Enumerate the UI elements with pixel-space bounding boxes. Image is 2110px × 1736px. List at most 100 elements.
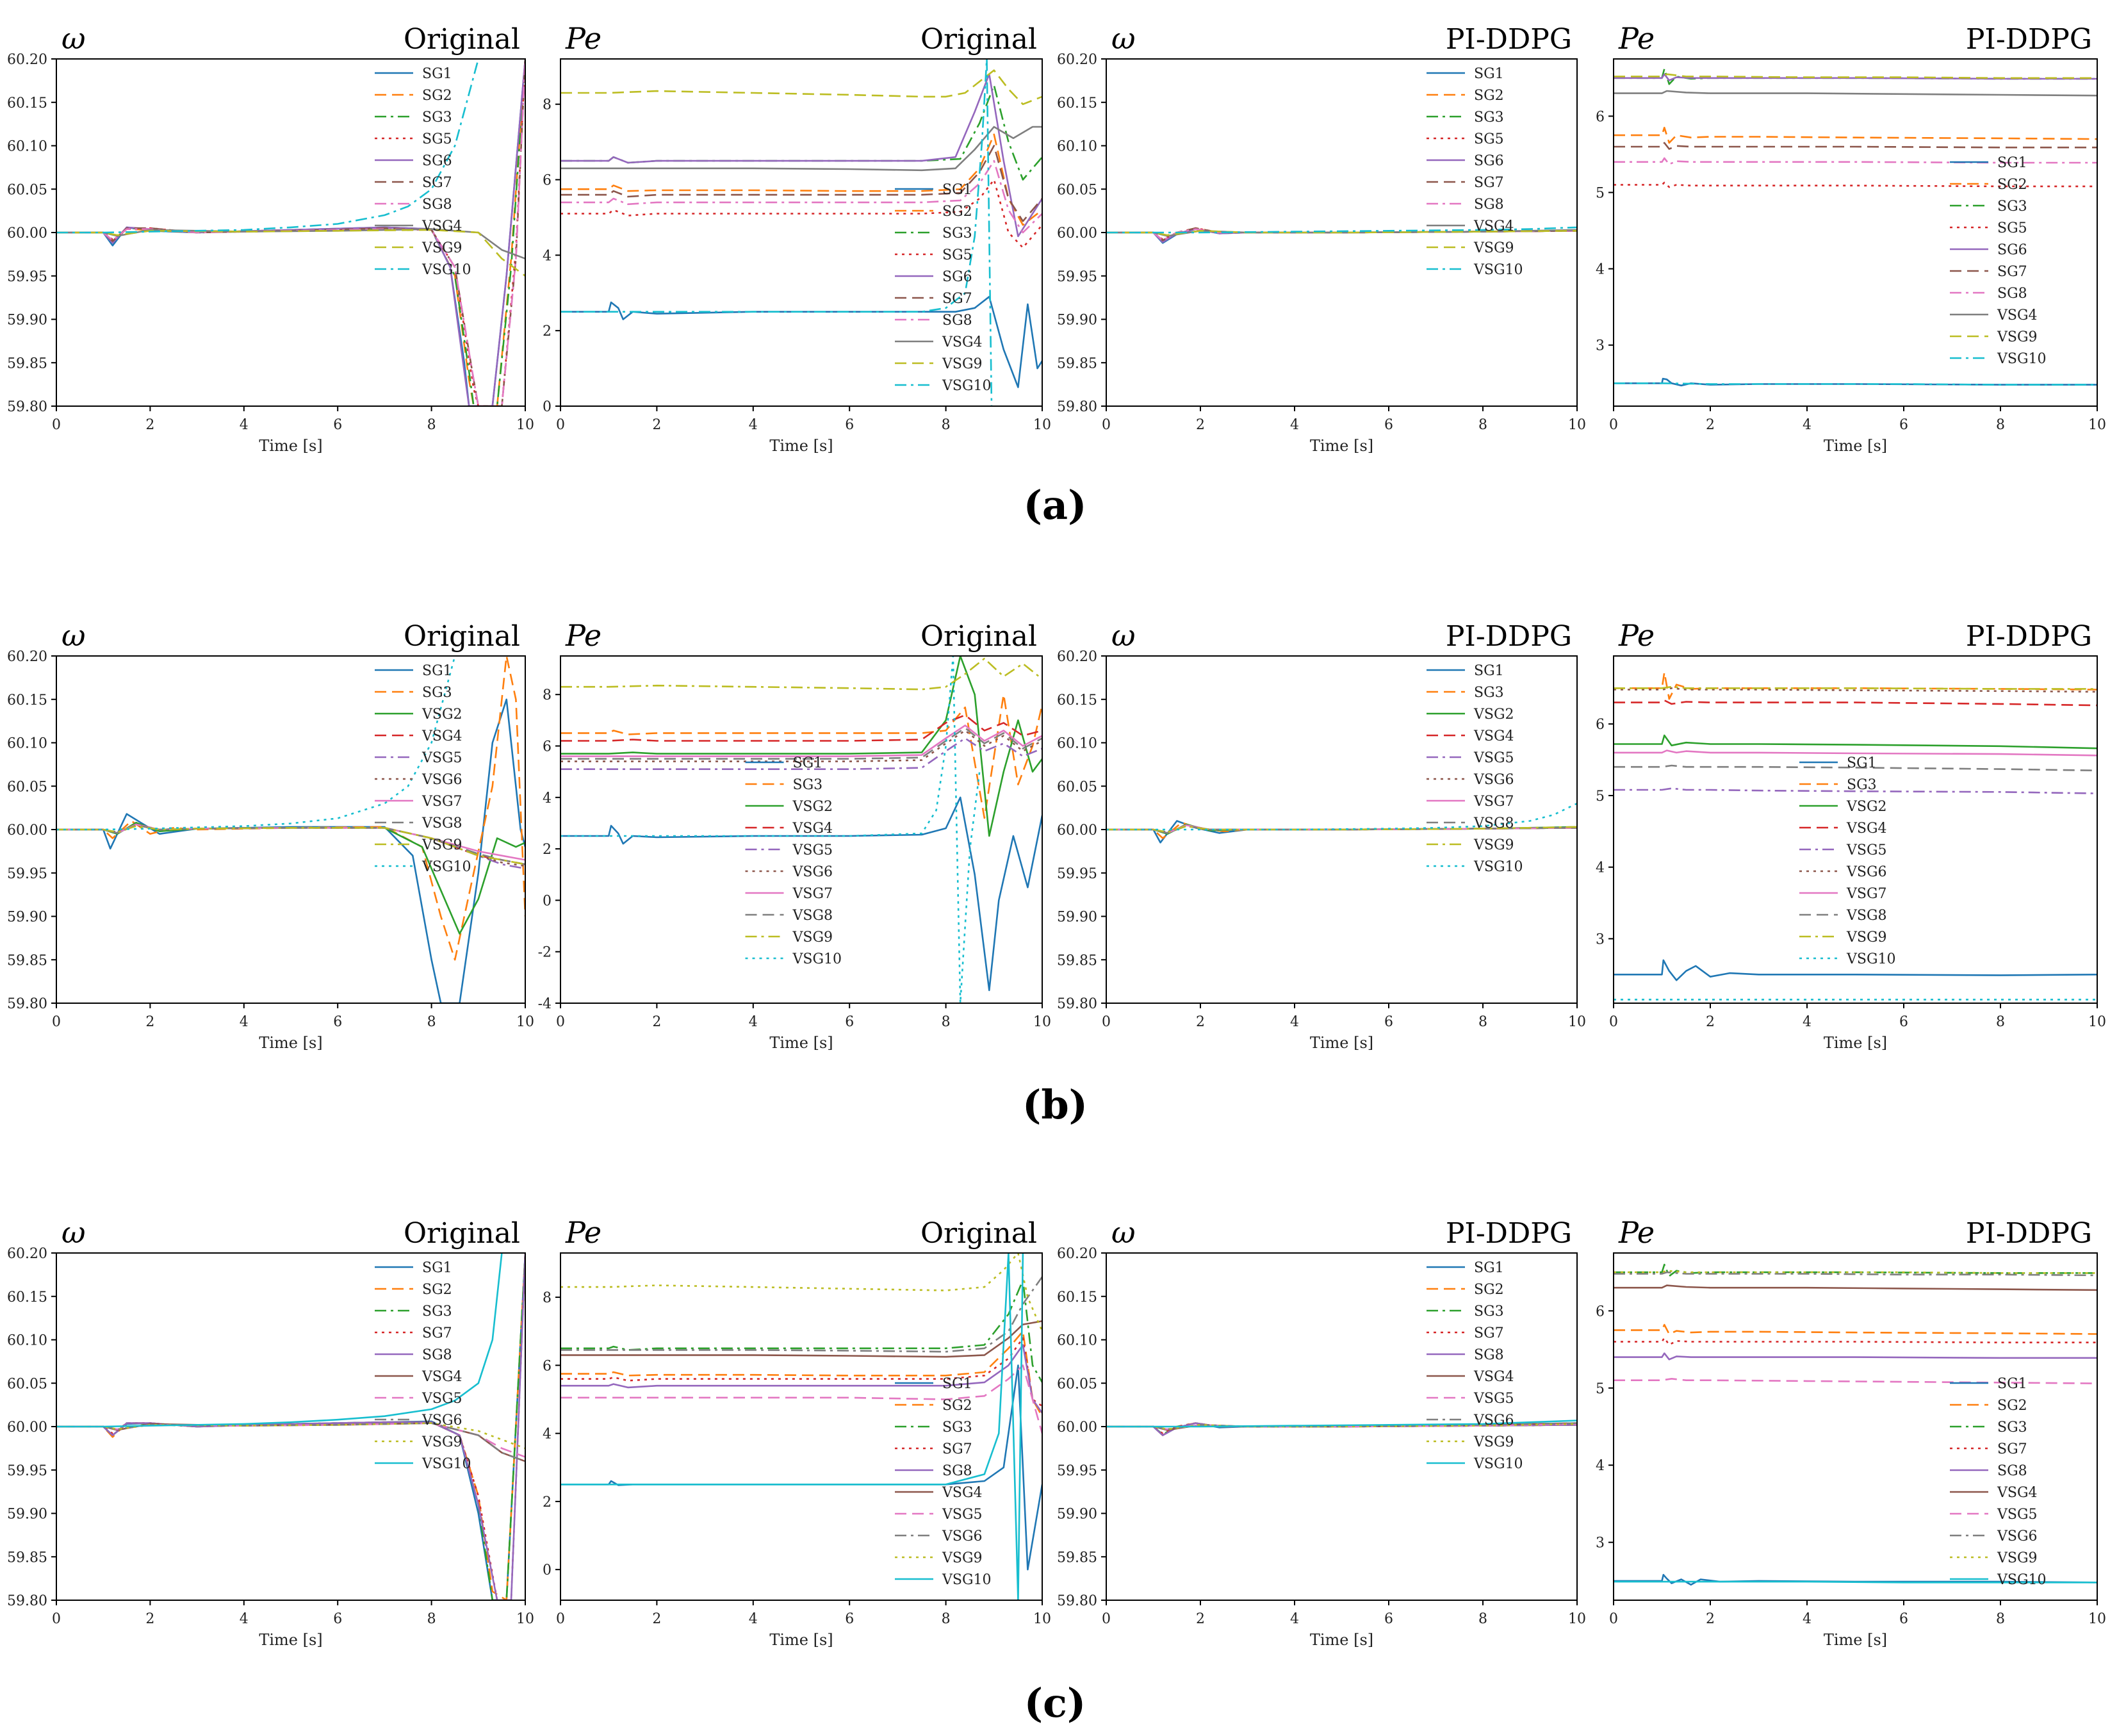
series-line-SG3	[56, 656, 525, 961]
legend: SG1 SG3 VSG2 VSG4 VSG5 VSG6 VSG7 VSG8 VSG9 VSG10	[1427, 663, 1523, 875]
series-lines	[1614, 68, 2097, 387]
legend-label-VSG9: VSG9	[1846, 929, 1887, 946]
series-line-SG7	[56, 59, 525, 406]
x-axis-label: Time [s]	[1824, 437, 1887, 455]
y-tick-label: 60.00	[1057, 823, 1097, 839]
y-tick-label: 59.85	[7, 356, 47, 372]
series-line-VSG9	[1614, 685, 2097, 690]
y-tick-label: 60.05	[1057, 779, 1097, 795]
axes-frame	[560, 655, 1043, 1004]
chart-panel-c-pe-piddpg: 0 2 4 6 8 10 Time [s] 3 4 5 6 Pe PI-DDPG SG1 SG2 SG3 SG7…	[1596, 1215, 2106, 1649]
x-tick-label: 8	[427, 1611, 436, 1627]
series-lines	[1106, 803, 1577, 844]
series-lines	[1106, 226, 1577, 244]
x-tick-label: 2	[1196, 417, 1205, 433]
legend-label-VSG9: VSG9	[1997, 329, 2038, 345]
series-line-VSG10	[56, 59, 480, 234]
series-line-VSG9	[1106, 825, 1577, 833]
series-line-SG6	[56, 59, 525, 406]
x-axis-label: Time [s]	[769, 437, 833, 455]
x-tick-label: 6	[1384, 1611, 1393, 1627]
legend-label-VSG10: VSG10	[1473, 859, 1523, 875]
x-tick-label: 0	[1102, 1611, 1111, 1627]
x-axis-label: Time [s]	[259, 1034, 322, 1052]
x-axis-label: Time [s]	[1824, 1631, 1887, 1649]
y-tick-label: 60.10	[7, 139, 47, 155]
y-tick-label: 60.10	[7, 1333, 47, 1349]
x-tick-label: 10	[1033, 1611, 1051, 1627]
legend-label-SG3: SG3	[942, 225, 972, 242]
chart-panel-c-omega-original: 0 2 4 6 8 10 Time [s] 59.80 59.85 59.90 59.95 60.00…	[7, 1215, 534, 1649]
legend-label-VSG10: VSG10	[1473, 262, 1523, 278]
x-tick-label: 6	[1899, 1611, 1908, 1627]
legend: SG1 SG3 VSG2 VSG4 VSG5 VSG6 VSG7 VSG8 VSG9 VSG10	[745, 755, 842, 967]
x-tick-label: 8	[1996, 1014, 2005, 1030]
x-tick-label: 6	[845, 1014, 854, 1030]
x-tick-label: 10	[1568, 417, 1586, 433]
legend-label-VSG8: VSG8	[1473, 815, 1514, 831]
series-line-VSG4	[1614, 700, 2097, 707]
y-tick-label: 4	[1596, 262, 1605, 278]
panel-title: PI-DDPG	[1446, 1217, 1572, 1250]
panel-symbol: ω	[1111, 618, 1136, 653]
x-tick-label: 4	[1803, 1014, 1811, 1030]
plot-area: 0 2 4 6 8 10 Time [s] 59.80 59.85 59.90 59.95 60.00…	[1057, 1215, 1586, 1649]
chart-panel-a-omega-piddpg: 0 2 4 6 8 10 Time [s] 59.80 59.85 59.90 59.95 60.00…	[1057, 21, 1586, 455]
series-lines	[1614, 671, 2097, 1001]
panel-title: Original	[404, 23, 520, 56]
series-line-VSG9	[1614, 73, 2097, 79]
y-tick-label: 60.10	[1057, 736, 1097, 752]
y-tick-label: 60.15	[1057, 95, 1097, 111]
series-line-VSG8	[1614, 764, 2097, 772]
panel-symbol: ω	[61, 1215, 86, 1250]
y-tick-label: 8	[543, 687, 552, 703]
row-label-c: (c)	[1024, 1680, 1086, 1726]
series-lines	[1106, 1420, 1577, 1436]
x-tick-label: 10	[2088, 1014, 2106, 1030]
legend-label-SG6: SG6	[1997, 242, 2027, 258]
legend-label-VSG8: VSG8	[421, 815, 462, 831]
legend-label-VSG4: VSG4	[421, 218, 462, 234]
legend-label-VSG5: VSG5	[792, 842, 833, 858]
x-tick-label: 8	[1996, 1611, 2005, 1627]
y-tick-label: 60.20	[1057, 52, 1097, 68]
legend-label-SG3: SG3	[1474, 1304, 1504, 1320]
y-tick-label: 59.90	[1057, 910, 1097, 926]
legend-label-SG7: SG7	[942, 291, 972, 307]
x-tick-label: 10	[1033, 417, 1051, 433]
x-tick-label: 2	[145, 1014, 154, 1030]
legend-label-SG1: SG1	[942, 182, 972, 198]
x-tick-label: 6	[333, 1611, 342, 1627]
plot-area: 0 2 4 6 8 10 Time [s] 59.80 59.85 59.90 59.95 60.00…	[7, 21, 534, 455]
x-tick-label: 0	[52, 417, 61, 433]
legend-label-VSG10: VSG10	[942, 378, 992, 394]
y-tick-label: 60.15	[7, 95, 47, 111]
legend-label-VSG10: VSG10	[1473, 1456, 1523, 1472]
x-axis-label: Time [s]	[1310, 1631, 1373, 1649]
panel-symbol: Pe	[1618, 618, 1655, 653]
y-tick-label: 59.80	[1057, 399, 1097, 415]
x-tick-label: 2	[145, 1611, 154, 1627]
plot-area: 0 2 4 6 8 10 Time [s] 59.80 59.85 59.90 59.95 60.00…	[1057, 21, 1586, 455]
legend-label-VSG4: VSG4	[421, 728, 462, 744]
legend-label-VSG5: VSG5	[1473, 1391, 1514, 1407]
legend-label-SG7: SG7	[422, 175, 452, 191]
x-tick-label: 6	[1899, 1014, 1908, 1030]
legend-label-VSG9: VSG9	[792, 929, 833, 946]
panel-title: PI-DDPG	[1966, 23, 2092, 56]
row-label-a: (a)	[1023, 482, 1087, 528]
chart-panel-b-pe-original: 0 2 4 6 8 10 Time [s] -4 -2 0 2 4 6 8 Pe Original SG1 SG3…	[538, 618, 1051, 1052]
legend: SG1 SG2 SG3 SG5 SG6 SG7 SG8 VSG4 VSG9 VSG10	[1427, 66, 1523, 278]
series-line-SG7	[1614, 1337, 2097, 1346]
legend-label-VSG6: VSG6	[1846, 864, 1887, 880]
y-tick-label: 59.95	[7, 866, 47, 882]
legend-label-VSG9: VSG9	[1473, 837, 1514, 853]
y-tick-label: 59.80	[1057, 996, 1097, 1012]
series-line-SG3	[560, 693, 1042, 819]
legend-label-SG8: SG8	[422, 1347, 452, 1363]
y-tick-label: 8	[543, 1290, 552, 1306]
plot-area: 0 2 4 6 8 10 Time [s] 3 4 5 6 Pe PI-DDPG SG1 SG3 VSG2 VS…	[1596, 618, 2106, 1052]
